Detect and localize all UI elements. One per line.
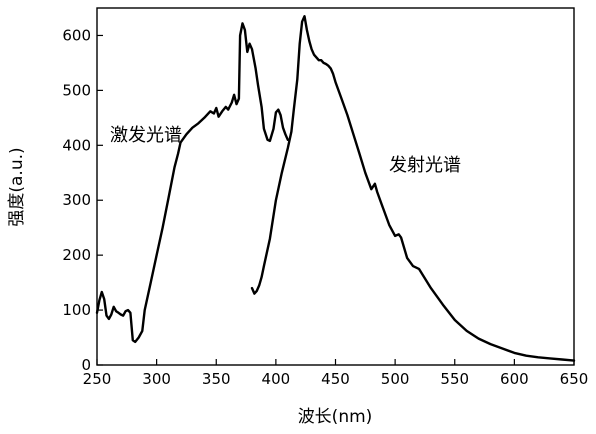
y-tick-label: 600 [62,26,91,44]
x-tick-label: 350 [202,370,231,388]
y-tick-label: 0 [81,356,91,374]
plot-frame [96,7,575,366]
y-axis-title: 强度(a.u.) [7,147,27,226]
emission-annotation: 发射光谱 [389,155,461,176]
x-tick-label: 400 [262,370,291,388]
emission-spectrum-line [250,15,576,362]
x-axis-title: 波长(nm) [298,407,373,427]
y-tick-label: 200 [62,246,91,264]
series-layer [95,15,576,362]
x-axis-ticks: 250 300 350 400 450 500 550 600 650 [83,359,589,388]
x-tick-label: 600 [500,370,529,388]
x-tick-label: 300 [142,370,171,388]
x-tick-label: 500 [381,370,410,388]
x-tick-label: 650 [560,370,589,388]
x-tick-label: 550 [440,370,469,388]
x-tick-label: 250 [83,370,112,388]
y-tick-label: 300 [62,191,91,209]
x-tick-label: 450 [321,370,350,388]
y-tick-label: 100 [62,301,91,319]
excitation-spectrum-line [95,22,289,344]
y-tick-label: 400 [62,136,91,154]
y-axis-ticks: 0 100 200 300 400 500 600 [62,26,103,374]
y-tick-label: 500 [62,81,91,99]
excitation-annotation: 激发光谱 [110,125,182,146]
